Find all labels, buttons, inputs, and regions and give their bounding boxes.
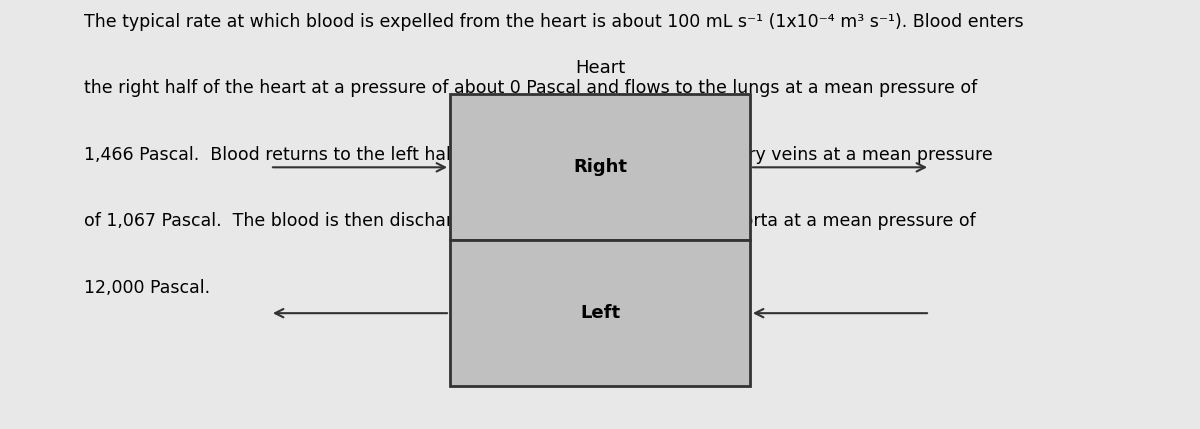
Text: 12,000 Pascal.: 12,000 Pascal. — [84, 279, 210, 297]
Text: Left: Left — [580, 304, 620, 322]
Text: The typical rate at which blood is expelled from the heart is about 100 mL s⁻¹ (: The typical rate at which blood is expel… — [84, 13, 1024, 31]
Text: Right: Right — [574, 158, 628, 176]
Text: 1,466 Pascal.  Blood returns to the left half of the heat through the pulmonary : 1,466 Pascal. Blood returns to the left … — [84, 146, 992, 164]
Text: of 1,067 Pascal.  The blood is then discharged from the heart through the aorta : of 1,067 Pascal. The blood is then disch… — [84, 212, 976, 230]
Text: the right half of the heart at a pressure of about 0 Pascal and flows to the lun: the right half of the heart at a pressur… — [84, 79, 977, 97]
Bar — [450, 240, 750, 386]
Text: Heart: Heart — [575, 59, 625, 77]
Bar — [450, 94, 750, 240]
